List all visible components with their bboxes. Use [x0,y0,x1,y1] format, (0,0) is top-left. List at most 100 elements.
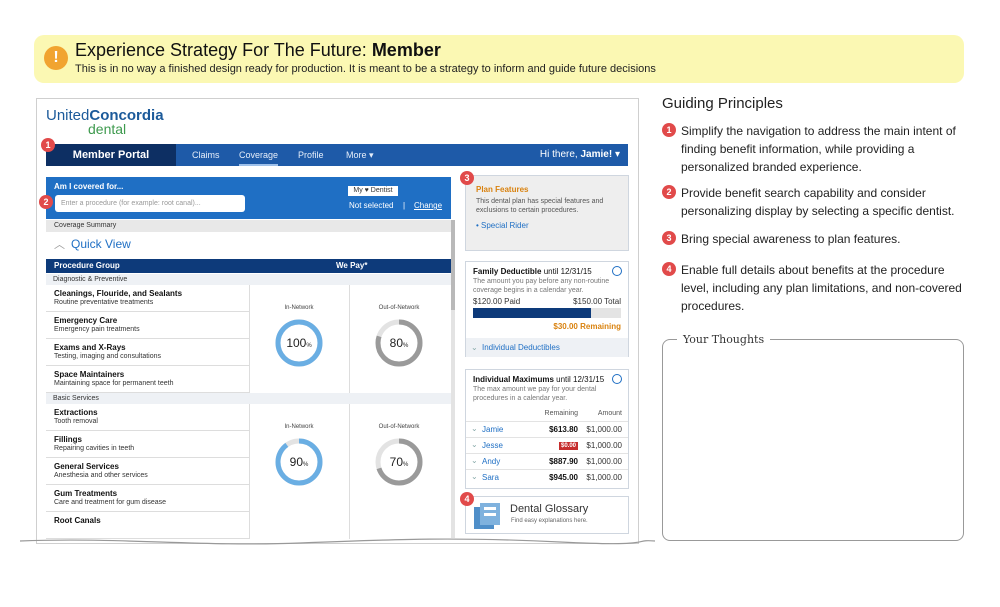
united-concordia-logo[interactable]: UnitedConcordia dental [46,107,164,137]
portal-mockup: UnitedConcordia dental Member Portal Cla… [36,98,639,544]
principle-text: Simplify the navigation to address the m… [681,124,956,174]
procedure-row[interactable]: Gum Treatments Care and treatment for gum… [46,485,249,512]
amount-value: $1,000.00 [586,473,622,482]
maximums-until: until 12/31/15 [553,375,605,384]
scrollbar-thumb[interactable] [451,220,455,310]
nav-coverage[interactable]: Coverage [239,144,279,166]
member-name[interactable]: Jesse [482,441,503,450]
change-dentist-link[interactable]: Change [414,201,443,210]
percent-sign: % [403,343,409,349]
percent-value: 70 [389,455,403,469]
coverage-summary-header: Coverage Summary [46,220,451,232]
chevron-down-icon: ⌄ [471,440,478,449]
your-thoughts-label: Your Thoughts [677,333,771,346]
principle-number-badge: 2 [662,185,676,199]
in-network-percent: 100% [274,318,324,368]
user-greeting[interactable]: Hi there, Jamie! ▾ [540,144,620,166]
in-network-percent: 90% [274,437,324,487]
col-remaining: Remaining [544,410,578,417]
maximum-row[interactable]: ⌄ Andy $887.90 $1,000.00 [466,453,628,469]
procedure-row[interactable]: General Services Anesthesia and other ser… [46,458,249,485]
principle-number-badge: 3 [662,231,676,245]
percent-value: 100 [286,336,307,350]
individual-deductibles-label: Individual Deductibles [482,343,560,352]
procedure-search-input[interactable]: Enter a procedure (for example: root can… [55,195,245,212]
maximums-title-text: Individual Maximums [473,375,554,384]
nav-more[interactable]: More ▾ [346,144,374,166]
procedure-row[interactable]: Space Maintainers Maintaining space for p… [46,366,249,393]
annotation-badge-2: 2 [39,195,53,209]
procedure-row[interactable]: Emergency Care Emergency pain treatments [46,312,249,339]
procedure-name: Emergency Care [54,316,118,325]
scrollbar[interactable] [451,220,455,538]
procedure-desc: Routine preventative treatments [54,299,154,306]
column-divider [349,285,350,393]
column-divider [249,404,250,539]
member-name[interactable]: Jamie [482,425,504,434]
remaining-value: $0.00 [558,442,578,450]
member-name[interactable]: Sara [482,473,499,482]
your-thoughts-box[interactable]: Your Thoughts [662,333,964,541]
procedure-row[interactable]: Cleanings, Flouride, and Sealants Routine… [46,285,249,312]
col-amount: Amount [597,410,622,417]
procedure-desc: Anesthesia and other services [54,472,148,479]
torn-edge-divider [19,538,656,545]
in-network-label: In-Network [284,305,314,311]
caret-down-icon: ▾ [369,150,374,160]
my-dentist-button[interactable]: My ♥ Dentist [348,186,398,196]
quick-view-toggle[interactable]: ︿ Quick View [46,236,131,252]
member-name[interactable]: Andy [482,457,501,466]
remaining-value: $945.00 [549,473,578,482]
out-of-network-donut: 70% [374,437,424,487]
principle-number-badge: 1 [662,123,676,137]
deductible-progress-fill [473,308,592,318]
out-of-network-label: Out-of-Network [378,305,420,311]
nav-claims[interactable]: Claims [192,150,220,160]
info-icon[interactable] [612,374,622,384]
procedure-name: General Services [54,462,119,471]
principle-item: 3 Bring special awareness to plan feature… [662,230,962,248]
exclamation-icon: ! [44,46,68,70]
procedure-name: Fillings [54,435,82,444]
chevron-up-icon: ︿ [54,239,65,251]
chevron-down-icon: ⌄ [471,472,478,481]
search-label: Am I covered for... [54,182,124,191]
procedure-desc: Care and treatment for gum disease [54,499,167,506]
annotation-badge-1: 1 [41,138,55,152]
banner-title: Experience Strategy For The Future: Memb… [75,40,441,61]
principle-item: 1 Simplify the navigation to address the … [662,122,962,176]
procedure-row[interactable]: Root Canals [46,512,249,539]
maximum-row[interactable]: ⌄ Jesse $0.00 $1,000.00 [466,437,628,453]
procedure-name: Root Canals [54,516,101,525]
procedure-row[interactable]: Fillings Repairing cavities in teeth [46,431,249,458]
individual-deductibles-toggle[interactable]: ⌄ Individual Deductibles [466,338,628,357]
special-rider-link[interactable]: • Special Rider [476,221,529,230]
percent-sign: % [403,462,409,468]
chevron-down-icon: ⌄ [471,424,478,433]
procedure-row[interactable]: Exams and X-Rays Testing, imaging and con… [46,339,249,366]
procedure-name: Gum Treatments [54,489,118,498]
banner-title-prefix: Experience Strategy For The Future: [75,40,372,60]
glossary-book-icon [474,503,500,529]
amount-value: $1,000.00 [586,441,622,450]
maximum-row[interactable]: ⌄ Jamie $613.80 $1,000.00 [466,421,628,437]
procedure-row[interactable]: Extractions Tooth removal [46,404,249,431]
info-icon[interactable] [612,266,622,276]
annotation-badge-3: 3 [460,171,474,185]
percent-sign: % [306,343,312,349]
nav-profile[interactable]: Profile [298,150,324,160]
remaining-value: $887.90 [549,457,578,466]
annotation-badge-4: 4 [460,492,474,506]
maximums-title: Individual Maximums until 12/31/15 [473,375,604,384]
remaining-value: $613.80 [549,425,578,434]
dental-glossary-card[interactable]: Dental Glossary Find easy explanations h… [465,496,629,534]
user-name: Jamie! [580,149,613,160]
plan-features-desc: This dental plan has special features an… [476,198,604,214]
nav-member-portal[interactable]: Member Portal [46,144,176,166]
deductible-total: $150.00 Total [573,297,621,306]
principle-text: Bring special awareness to plan features… [681,232,901,246]
out-of-network-percent: 70% [374,437,424,487]
maximum-row[interactable]: ⌄ Sara $945.00 $1,000.00 [466,469,628,485]
deductible-paid: $120.00 Paid [473,297,521,306]
column-divider [249,285,250,393]
